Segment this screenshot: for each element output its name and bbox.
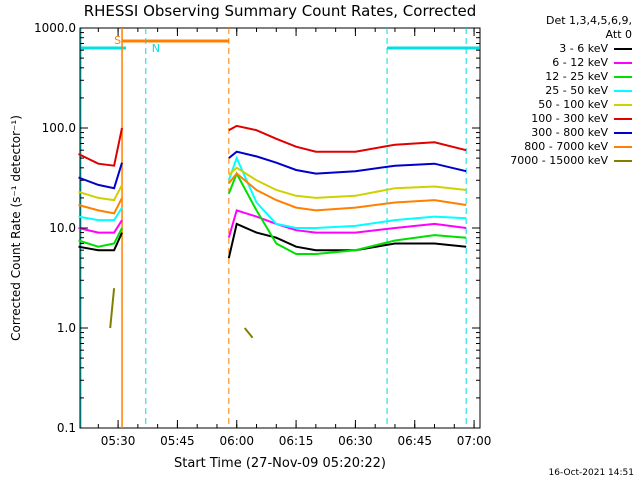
series-line — [227, 209, 467, 238]
x-tick-label: 07:00 — [457, 434, 492, 448]
series-line — [109, 288, 116, 329]
legend-label: 100 - 300 keV — [531, 112, 608, 125]
legend-label: 6 - 12 keV — [552, 56, 608, 69]
legend-item: 50 - 100 keV — [510, 98, 632, 112]
legend-swatch — [614, 160, 632, 162]
series-line — [78, 162, 123, 190]
legend-item: 300 - 800 keV — [510, 126, 632, 140]
series-line — [227, 155, 467, 229]
x-tick-label: 06:45 — [397, 434, 432, 448]
legend-item: 25 - 50 keV — [510, 84, 632, 98]
x-tick-label: 06:00 — [219, 434, 254, 448]
legend-item: 800 - 7000 keV — [510, 140, 632, 154]
legend-label: 7000 - 15000 keV — [510, 154, 608, 167]
legend: Det 1,3,4,5,6,9, Att 0 3 - 6 keV 6 - 12 k… — [510, 14, 632, 168]
chart-title: RHESSI Observing Summary Count Rates, Co… — [83, 2, 477, 20]
legend-label: 50 - 100 keV — [538, 98, 608, 111]
series-line — [227, 171, 467, 255]
x-tick-label: 05:30 — [101, 434, 136, 448]
series-layer — [78, 124, 467, 339]
x-tick-label: 06:30 — [338, 434, 373, 448]
legend-swatch — [614, 132, 632, 134]
legend-item: 3 - 6 keV — [510, 42, 632, 56]
series-line — [228, 166, 467, 199]
series-line — [78, 227, 123, 248]
series-line — [78, 197, 123, 215]
x-axis: 05:30 05:45 06:00 06:15 06:30 06:45 07:00 — [97, 28, 492, 448]
legend-swatch — [614, 62, 632, 64]
legend-label: 3 - 6 keV — [559, 42, 608, 55]
y-tick-label: 1.0 — [57, 321, 76, 335]
legend-item: 6 - 12 keV — [510, 56, 632, 70]
y-axis: 0.1 1.0 10.0 100.0 1000.0 — [34, 21, 480, 435]
legend-swatch — [614, 76, 632, 78]
saa-flag-label: S — [114, 34, 121, 47]
legend-item: 100 - 300 keV — [510, 112, 632, 126]
legend-label: 800 - 7000 keV — [524, 140, 608, 153]
timestamp: 16-Oct-2021 14:51 — [548, 468, 634, 478]
y-tick-label: 10.0 — [49, 221, 76, 235]
y-tick-label: 0.1 — [57, 421, 76, 435]
night-flag-label: N — [152, 42, 160, 55]
series-line — [228, 172, 467, 212]
x-axis-label: Start Time (27-Nov-09 05:20:22) — [174, 456, 386, 471]
legend-label: 25 - 50 keV — [545, 84, 608, 97]
legend-label: 300 - 800 keV — [531, 126, 608, 139]
series-line — [78, 207, 123, 222]
legend-header-line-1: Det 1,3,4,5,6,9, — [545, 14, 632, 27]
x-tick-label: 06:15 — [279, 434, 314, 448]
y-axis-label: Corrected Count Rate (s⁻¹ detector⁻¹) — [9, 115, 23, 341]
y-tick-label: 100.0 — [42, 121, 76, 135]
series-line — [78, 232, 123, 252]
legend-header-line-2: Att 0 — [605, 28, 632, 41]
series-line — [227, 222, 467, 259]
flag-layer: SN — [80, 28, 479, 428]
legend-swatch — [614, 48, 632, 50]
series-line — [243, 327, 254, 339]
legend-label: 12 - 25 keV — [545, 70, 608, 83]
series-line — [228, 124, 467, 153]
series-line — [78, 219, 123, 234]
plot-frame — [79, 27, 481, 429]
x-tick-label: 05:45 — [160, 434, 195, 448]
series-line — [78, 127, 123, 167]
series-line — [78, 184, 123, 202]
legend-swatch — [614, 90, 632, 92]
legend-item: 7000 - 15000 keV — [510, 154, 632, 168]
y-tick-label: 1000.0 — [34, 21, 76, 35]
legend-swatch — [614, 118, 632, 120]
legend-swatch — [614, 146, 632, 148]
legend-swatch — [614, 104, 632, 106]
series-line — [228, 150, 467, 175]
legend-item: 12 - 25 keV — [510, 70, 632, 84]
